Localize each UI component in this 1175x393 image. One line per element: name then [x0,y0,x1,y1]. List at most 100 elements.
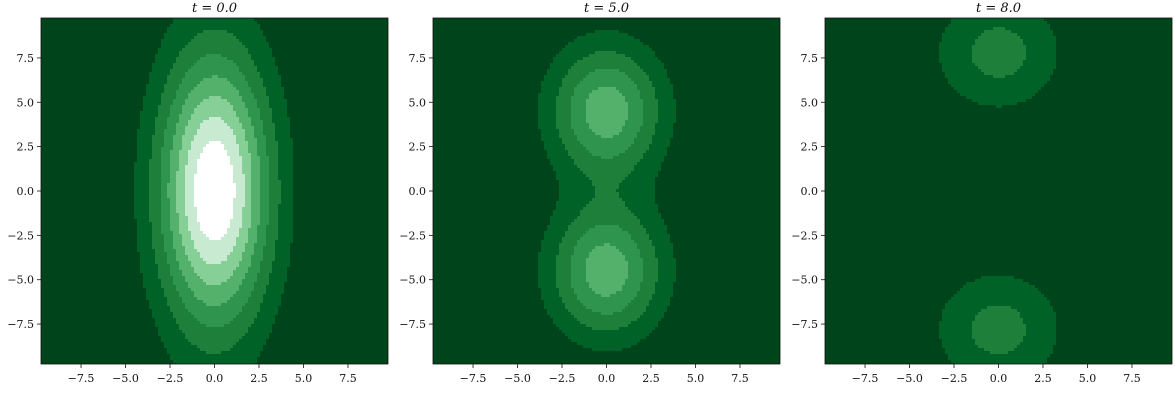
contour-cell [1029,282,1172,286]
contour-cell [185,186,195,190]
contour-cell [673,135,780,139]
contour-cell [185,201,195,205]
contour-cell [200,321,231,325]
contour-cell [266,243,276,247]
contour-cell [825,105,997,109]
contour-cell [191,66,240,70]
contour-cell [140,126,156,130]
contour-cell [655,249,674,253]
contour-cell [272,48,388,52]
contour-cell [290,246,388,250]
contour-cell [293,234,388,238]
contour-cell [960,288,1039,292]
contour-cell [263,249,276,253]
contour-cell [137,231,153,235]
contour-cell [556,204,587,208]
contour-cell [218,75,246,79]
contour-cell [619,90,641,94]
contour-cell [290,252,388,256]
contour-cell [251,183,261,187]
contour-cell [41,45,162,49]
contour-cell [825,246,1172,250]
contour-cell [176,129,186,133]
contour-cell [152,246,165,250]
contour-cell [251,87,267,91]
contour-cell [562,297,578,301]
contour-cell [433,264,539,268]
contour-cell [191,144,207,148]
contour-cell [179,159,189,163]
contour-cell [41,150,138,154]
contour-cell [152,66,174,70]
contour-cell [628,270,644,274]
contour-cell [667,306,780,310]
contour-cell [41,168,135,172]
contour-cell [948,300,1051,304]
contour-cell [571,222,641,226]
contour-cell [589,282,626,286]
contour-cell [263,252,276,256]
contour-cell [179,156,189,160]
contour-cell [161,231,174,235]
contour-cell [41,180,135,184]
contour-cell [1056,336,1172,340]
contour-cell [1056,66,1172,70]
contour-cell [984,348,1015,352]
contour-cell [41,240,138,244]
contour-cell [224,234,240,238]
contour-cell [41,315,153,319]
contour-cell [664,66,780,70]
contour-cell [541,138,563,142]
contour-cell [589,54,626,58]
contour-cell [248,141,258,145]
contour-cell [290,123,388,127]
contour-cell [194,204,234,208]
contour-cell [41,207,135,211]
contour-cell [278,306,388,310]
contour-cell [182,243,195,247]
contour-cell [942,63,976,67]
contour-cell [170,198,177,202]
contour-cell [230,225,243,229]
contour-cell [1056,51,1172,55]
contour-cell [556,126,572,130]
contour-cell [544,234,566,238]
contour-cell [200,255,228,259]
contour-cell [275,249,291,253]
y-tick-label: 7.5 [17,52,35,65]
contour-cell [188,309,243,313]
contour-cell [260,351,388,355]
contour-cell [263,300,282,304]
contour-cell [188,156,201,160]
contour-cell [227,78,246,82]
contour-cell [251,324,273,328]
contour-cell [637,318,662,322]
contour-cell [559,180,593,184]
contour-cell [1026,333,1057,337]
contour-cell [622,285,641,289]
contour-cell [433,354,780,358]
contour-cell [41,222,138,226]
contour-cell [646,228,668,232]
contour-cell [825,321,940,325]
contour-cell [164,288,177,292]
contour-cell [281,180,294,184]
contour-cell [568,69,596,73]
contour-cell [281,183,294,187]
contour-cell [634,168,662,172]
contour-cell [547,72,569,76]
contour-cell [170,150,180,154]
contour-cell [194,294,234,298]
contour-cell [281,294,388,298]
contour-cell [825,120,1172,124]
y-tick-label: 0.0 [17,185,35,198]
contour-cell [433,57,554,61]
contour-cell [544,141,563,145]
contour-cell [595,195,620,199]
contour-cell [293,231,388,235]
contour-cell [643,42,780,46]
contour-cell [293,153,388,157]
contour-cell [155,123,168,127]
contour-cell [556,273,572,277]
contour-cell [613,156,644,160]
